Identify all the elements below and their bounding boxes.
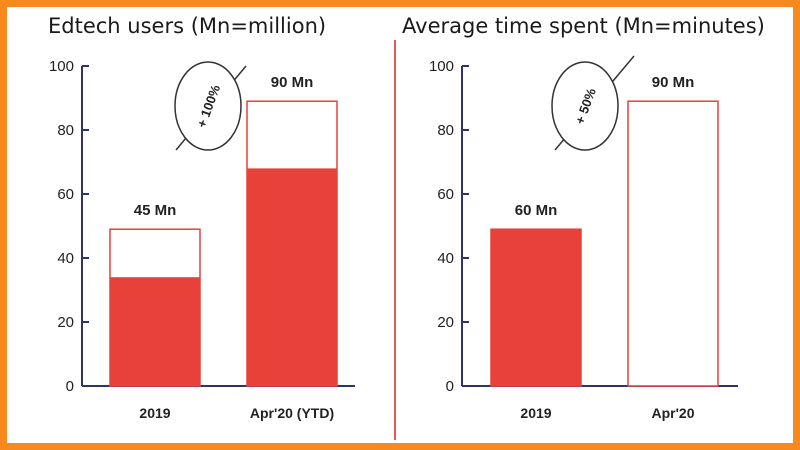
data-label: 60 Mn xyxy=(515,202,558,219)
category-label: Apr'20 (YTD) xyxy=(250,405,334,421)
y-tick-label: 80 xyxy=(57,122,74,139)
y-tick-label: 60 xyxy=(57,186,74,203)
bar-outline xyxy=(627,100,719,387)
growth-badge-circle xyxy=(174,61,242,151)
y-tick-label: 40 xyxy=(437,250,454,267)
data-label: 45 Mn xyxy=(134,202,177,219)
chart-title-edtech-users: Edtech users (Mn=million) xyxy=(48,14,327,38)
y-tick-label: 40 xyxy=(57,250,74,267)
y-tick-label: 0 xyxy=(66,378,74,395)
data-label: 90 Mn xyxy=(652,74,695,91)
y-tick-label: 60 xyxy=(437,186,454,203)
panel-divider xyxy=(394,40,396,440)
bar-filled xyxy=(491,229,581,386)
y-tick-label: 100 xyxy=(429,58,454,75)
growth-badge-circle xyxy=(551,61,619,151)
y-tick-label: 0 xyxy=(446,378,454,395)
y-tick-label: 100 xyxy=(49,58,74,75)
category-label: Apr'20 xyxy=(651,405,694,421)
y-tick-label: 20 xyxy=(437,314,454,331)
category-label: 2019 xyxy=(520,405,551,421)
bar-filled xyxy=(110,277,200,386)
category-label: 2019 xyxy=(139,405,170,421)
data-label: 90 Mn xyxy=(271,74,314,91)
y-tick-label: 20 xyxy=(57,314,74,331)
y-tick-label: 80 xyxy=(437,122,454,139)
bar-filled xyxy=(247,168,337,386)
chart-title-average-time: Average time spent (Mn=minutes) xyxy=(402,14,765,38)
